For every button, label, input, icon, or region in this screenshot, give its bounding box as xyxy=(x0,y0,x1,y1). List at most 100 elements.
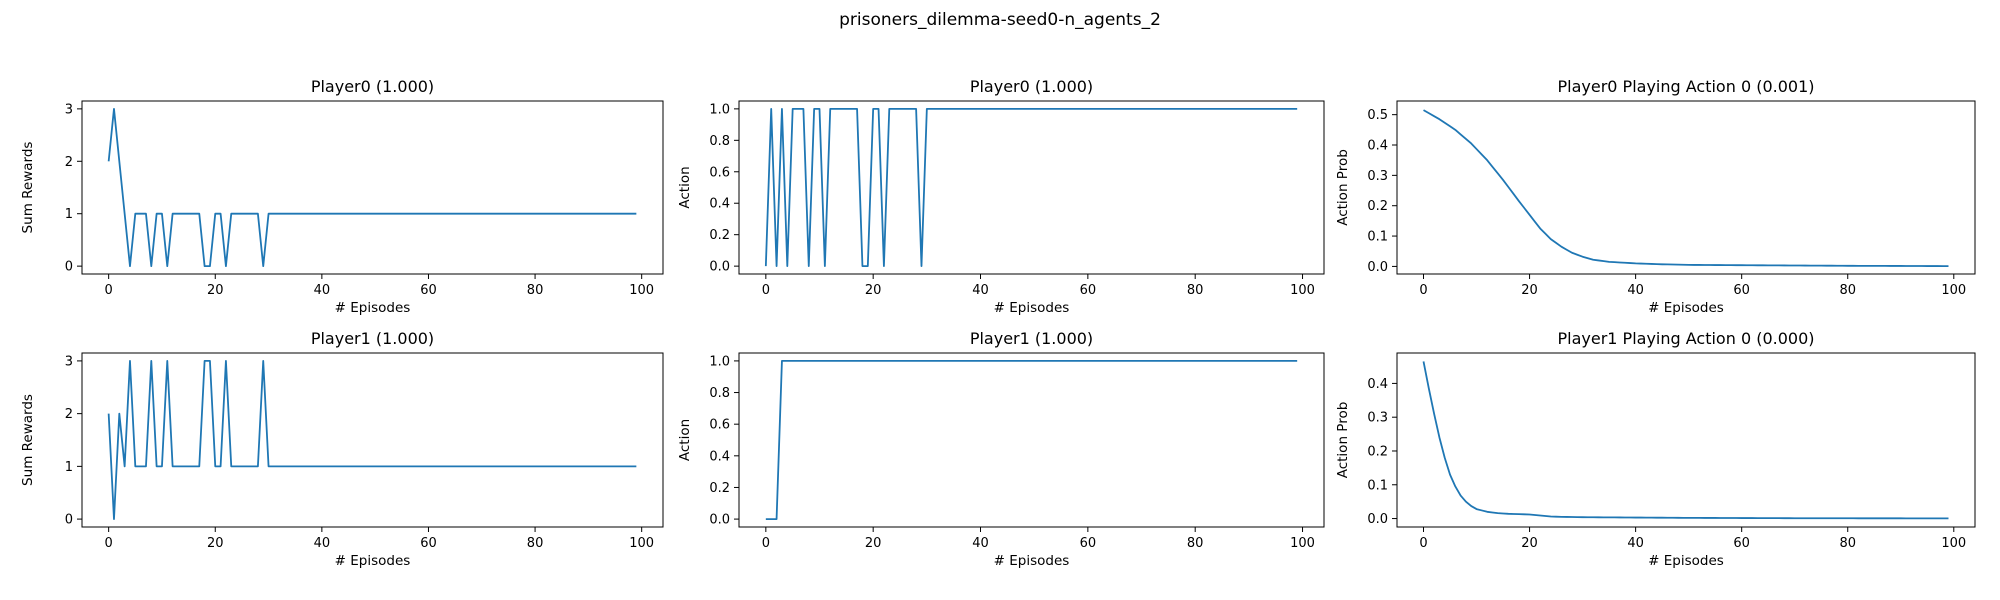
subplot-title: Player1 (1.000) xyxy=(311,329,434,348)
y-tick-label: 0.6 xyxy=(709,165,730,180)
y-tick-label: 0.2 xyxy=(1367,199,1388,214)
y-tick-label: 0.4 xyxy=(1367,139,1388,154)
y-axis-label: Action Prob xyxy=(1335,149,1351,226)
subplot-2: Player0 (1.000) 0 20 40 60 80 100 0.0 0.2 0.4 0.6 0… xyxy=(677,77,1325,316)
x-axis-label: # Episodes xyxy=(994,300,1070,316)
x-axis-label: # Episodes xyxy=(1648,553,1724,569)
y-axis-label: Sum Rewards xyxy=(20,142,36,234)
x-tick-label: 80 xyxy=(1839,536,1856,551)
y-tick-label: 1 xyxy=(65,207,73,222)
x-tick-label: 20 xyxy=(1521,283,1538,298)
x-tick-label: 80 xyxy=(1187,283,1204,298)
y-tick-label: 0 xyxy=(65,260,73,275)
subplot-6: Player1 Playing Action 0 (0.000) 0 20 40 60 8… xyxy=(1335,329,1976,569)
x-tick-label: 20 xyxy=(865,283,882,298)
x-tick-label: 40 xyxy=(1627,536,1644,551)
subplot-5: Player1 (1.000) 0 20 40 60 80 100 0.0 0.2 0.4 0.6 0… xyxy=(677,329,1325,569)
x-tick-label: 60 xyxy=(420,283,437,298)
y-axis-label: Action Prob xyxy=(1335,402,1351,479)
x-tick-label: 0 xyxy=(105,283,113,298)
subplot-4: Player1 (1.000) 0 20 40 60 80 100 0 1 2 3 # Episode… xyxy=(20,329,664,569)
x-tick-label: 100 xyxy=(629,536,654,551)
subplot-title: Player0 Playing Action 0 (0.001) xyxy=(1558,77,1815,96)
y-tick-label: 0.2 xyxy=(709,481,730,496)
x-tick-label: 40 xyxy=(1627,283,1644,298)
series-line xyxy=(765,360,1298,520)
series-line xyxy=(764,107,1298,268)
y-tick-label: 0.0 xyxy=(709,513,730,528)
y-axis-label: Action xyxy=(677,166,693,208)
subplot-title: Player0 (1.000) xyxy=(970,77,1093,96)
x-axis-label: # Episodes xyxy=(335,553,411,569)
y-tick-label: 0.8 xyxy=(709,134,730,149)
y-tick-label: 0.6 xyxy=(709,418,730,433)
y-tick-label: 0.4 xyxy=(709,197,730,212)
y-tick-label: 0.2 xyxy=(1367,444,1388,459)
y-tick-label: 0.0 xyxy=(1367,512,1388,527)
y-tick-label: 0.1 xyxy=(1367,230,1388,245)
y-tick-label: 1 xyxy=(65,460,73,475)
x-tick-label: 40 xyxy=(972,536,989,551)
x-tick-label: 80 xyxy=(1187,536,1204,551)
x-tick-label: 0 xyxy=(105,536,113,551)
y-tick-label: 0.3 xyxy=(1367,169,1388,184)
x-tick-label: 20 xyxy=(865,536,882,551)
axes-frame xyxy=(1396,352,1976,528)
x-tick-label: 100 xyxy=(629,283,654,298)
figure-suptitle: prisoners_dilemma-seed0-n_agents_2 xyxy=(839,10,1161,30)
x-tick-label: 40 xyxy=(314,283,331,298)
y-tick-label: 0.5 xyxy=(1367,108,1388,123)
x-tick-label: 20 xyxy=(207,283,224,298)
x-tick-label: 60 xyxy=(1733,536,1750,551)
x-tick-label: 60 xyxy=(1733,283,1750,298)
x-tick-label: 0 xyxy=(1419,536,1427,551)
y-tick-label: 1.0 xyxy=(709,102,730,117)
x-tick-label: 60 xyxy=(420,536,437,551)
x-tick-label: 40 xyxy=(314,536,331,551)
subplot-1: Player0 (1.000) 0 20 40 60 80 100 0 1 2 3 # Episode… xyxy=(20,77,664,316)
x-tick-label: 20 xyxy=(207,536,224,551)
x-tick-label: 0 xyxy=(762,283,770,298)
y-tick-label: 0.1 xyxy=(1367,478,1388,493)
y-tick-label: 1.0 xyxy=(709,354,730,369)
series-line xyxy=(107,360,637,520)
x-tick-label: 100 xyxy=(1941,536,1966,551)
axes-frame xyxy=(81,352,664,528)
y-tick-label: 0.4 xyxy=(1367,377,1388,392)
x-tick-label: 20 xyxy=(1521,536,1538,551)
subplot-3: Player0 Playing Action 0 (0.001) 0 20 40 60 8… xyxy=(1335,77,1976,316)
y-tick-label: 2 xyxy=(65,155,73,170)
x-tick-label: 60 xyxy=(1080,536,1097,551)
x-tick-label: 100 xyxy=(1290,283,1315,298)
x-tick-label: 80 xyxy=(527,536,544,551)
subplot-title: Player1 (1.000) xyxy=(970,329,1093,348)
x-tick-label: 80 xyxy=(527,283,544,298)
axes-frame xyxy=(738,352,1325,528)
axes-frame xyxy=(738,100,1325,275)
y-tick-label: 0.0 xyxy=(1367,260,1388,275)
y-tick-label: 3 xyxy=(65,102,73,117)
x-axis-label: # Episodes xyxy=(335,300,411,316)
y-tick-label: 0.0 xyxy=(709,260,730,275)
axes-frame xyxy=(1396,100,1976,275)
x-tick-label: 100 xyxy=(1941,283,1966,298)
x-tick-label: 100 xyxy=(1290,536,1315,551)
y-tick-label: 0.2 xyxy=(709,228,730,243)
x-tick-label: 60 xyxy=(1080,283,1097,298)
series-line xyxy=(1422,361,1949,520)
y-tick-label: 2 xyxy=(65,407,73,422)
y-axis-label: Sum Rewards xyxy=(20,394,36,486)
axes-frame xyxy=(81,100,664,275)
x-tick-label: 0 xyxy=(762,536,770,551)
x-tick-label: 80 xyxy=(1839,283,1856,298)
y-tick-label: 0 xyxy=(65,513,73,528)
x-axis-label: # Episodes xyxy=(1648,300,1724,316)
y-tick-label: 3 xyxy=(65,354,73,369)
y-tick-label: 0.8 xyxy=(709,386,730,401)
series-line xyxy=(107,107,637,268)
subplot-title: Player0 (1.000) xyxy=(311,77,434,96)
y-tick-label: 0.3 xyxy=(1367,411,1388,426)
